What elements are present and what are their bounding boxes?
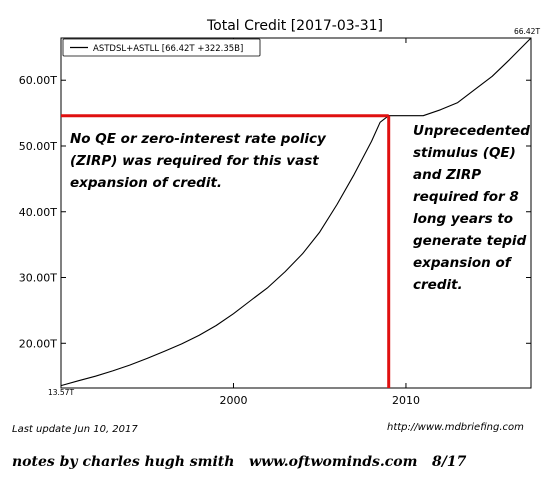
author-notes: notes by charles hugh smith www.oftwomin… <box>12 454 467 470</box>
y-tick-label: 60.00T <box>19 74 57 87</box>
right-annotation-line: generate tepid <box>413 233 527 249</box>
credit-chart: Total Credit [2017-03-31] 20.00T 30.00T 40… <box>19 18 541 407</box>
legend-box <box>62 38 261 57</box>
left-annotation-line: (ZIRP) was required for this vast <box>70 153 319 169</box>
y-tick-label: 20.00T <box>19 337 57 350</box>
right-annotation-line: stimulus (QE) <box>413 145 516 161</box>
end-value-label: 66.42T <box>514 27 540 36</box>
plot-area <box>60 37 532 389</box>
chart-title: Total Credit [2017-03-31] <box>206 18 383 34</box>
right-annotation-line: and ZIRP <box>413 167 481 183</box>
series-line-total-credit <box>60 37 532 387</box>
left-annotation-line: No QE or zero-interest rate policy <box>70 131 327 147</box>
last-update-note: Last update Jun 10, 2017 <box>12 424 138 435</box>
right-annotation-line: long years to <box>413 211 513 227</box>
right-annotation-line: credit. <box>413 277 463 293</box>
x-tick-label: 2000 <box>219 394 247 407</box>
left-annotation-line: expansion of credit. <box>70 175 222 191</box>
x-tick-label: 2010 <box>392 394 420 407</box>
legend: ASTDSL+ASTLL [66.42T +322.35B] <box>62 38 261 57</box>
left-annotation: No QE or zero-interest rate policy (ZIRP… <box>70 131 327 191</box>
source-url: http://www.mdbriefing.com <box>387 422 524 433</box>
right-annotation: Unprecedented stimulus (QE) and ZIRP req… <box>413 123 530 293</box>
start-value-label: 13.57T <box>48 388 74 397</box>
legend-label: ASTDSL+ASTLL [66.42T +322.35B] <box>93 44 243 54</box>
right-annotation-line: Unprecedented <box>413 123 530 139</box>
y-tick-label: 40.00T <box>19 206 57 219</box>
right-annotation-line: required for 8 <box>413 189 519 205</box>
y-tick-label: 30.00T <box>19 272 57 285</box>
y-tick-label: 50.00T <box>19 140 57 153</box>
right-annotation-line: expansion of <box>413 255 513 271</box>
